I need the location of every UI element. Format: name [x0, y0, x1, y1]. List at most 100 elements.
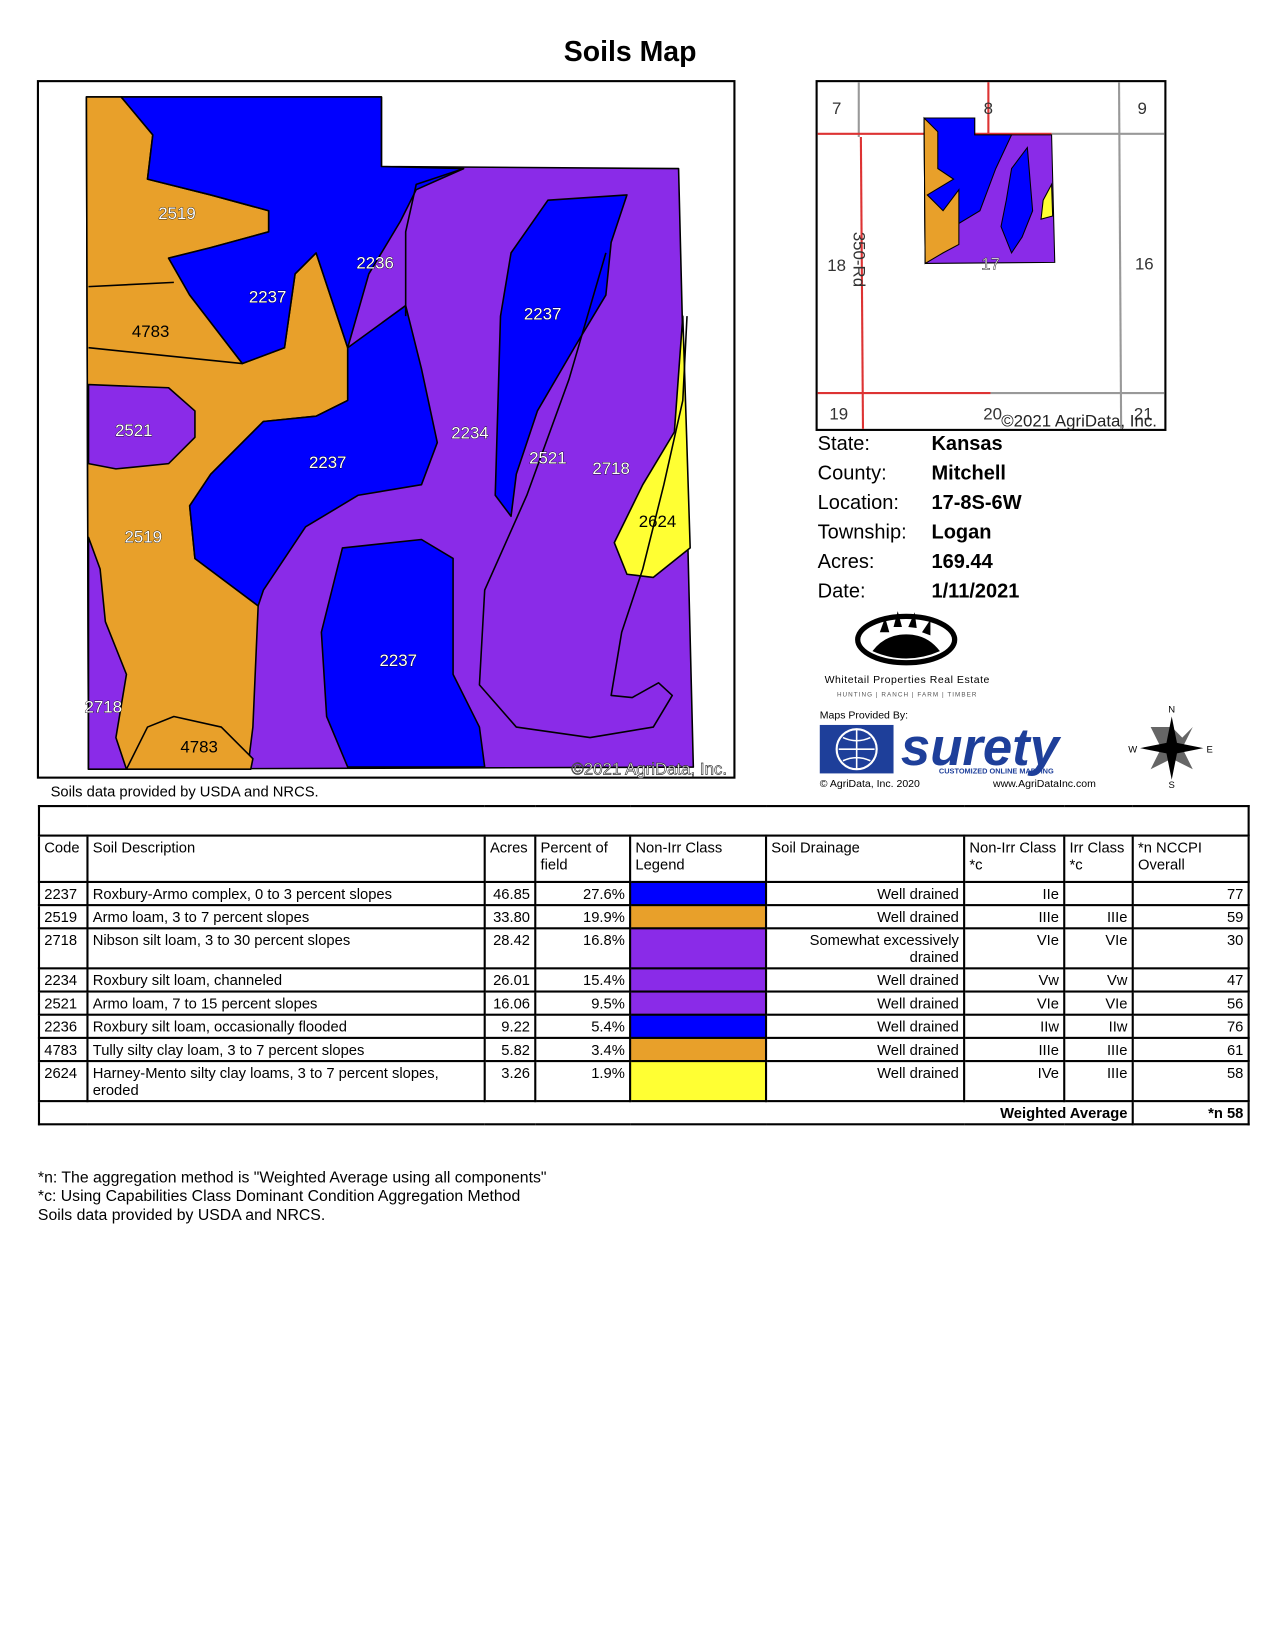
soil-boundary: [88, 281, 174, 288]
whitetail-logo: Whitetail Properties Real Estate HUNTING…: [825, 611, 989, 698]
table-cell: [37, 805, 1250, 837]
compass-s: S: [1169, 780, 1175, 791]
info-key: Date:: [817, 580, 866, 603]
compass-star: [1150, 727, 1193, 770]
page-title: Soils Map: [564, 36, 697, 68]
agri-copyright: © AgriData, Inc. 2020: [820, 778, 920, 790]
compass-n: N: [1168, 704, 1175, 715]
map-source: Soils data provided by USDA and NRCS.: [51, 785, 319, 801]
table-cell: Well drained: [764, 904, 966, 930]
map-label: 2521: [529, 449, 566, 468]
map-label: 4783: [132, 322, 169, 341]
section-label: 9: [1138, 99, 1147, 118]
section-label: 16: [1135, 255, 1154, 274]
table-cell: VIe: [1063, 927, 1134, 970]
header-cell: Percent of field: [534, 834, 632, 884]
header-cell: Non-Irr Class *c: [963, 834, 1066, 884]
footer-value: *n 58: [1131, 1100, 1250, 1126]
map-label: 2624: [639, 512, 676, 531]
map-label: 2519: [125, 528, 162, 547]
company-tagline: HUNTING | RANCH | FARM | TIMBER: [837, 691, 978, 698]
legend-swatch: [629, 1060, 768, 1103]
table-cell: 4783: [37, 1036, 89, 1063]
table-cell: 76: [1131, 1013, 1250, 1039]
table-cell: 9.5%: [534, 990, 632, 1016]
map-label: 4783: [180, 737, 217, 756]
map-graphics: Soils Map 2519 2236 2237 4783 2237 2521 …: [36, 36, 1213, 801]
info-key: State:: [817, 433, 870, 456]
table-row: 2234 Roxbury silt loam, channeled 26.01 15.…: [37, 967, 1250, 993]
section-label: 19: [829, 404, 848, 423]
table-cell: 47: [1131, 967, 1250, 993]
logo-paw: [872, 611, 940, 659]
table-cell: Roxbury silt loam, channeled: [86, 967, 486, 993]
table-cell: 2718: [37, 927, 89, 970]
header-cell: Non-Irr Class Legend: [629, 834, 768, 884]
legend-swatch: [629, 904, 768, 930]
table-cell: Vw: [963, 967, 1066, 993]
table-cell: IIe: [963, 880, 1066, 907]
inset-region: [1000, 146, 1034, 255]
table-cell: 26.01: [483, 967, 537, 993]
table-body: Code Soil Description Acres Percent of fiel…: [37, 805, 1250, 1126]
compass-w: W: [1128, 744, 1137, 755]
table-cell: IIIe: [963, 904, 1066, 930]
table-cell: 59: [1131, 904, 1250, 930]
legend-swatch: [629, 1036, 768, 1063]
table-cell: 2521: [37, 990, 89, 1016]
inset-region: [923, 116, 960, 265]
table-cell: Well drained: [764, 967, 966, 993]
table-cell: Roxbury-Armo complex, 0 to 3 percent slo…: [86, 880, 486, 907]
table-cell: IIIe: [1063, 1060, 1134, 1103]
soil-table: Code Soil Description Acres Percent of fiel…: [37, 805, 1250, 1126]
map-copyright: ©2021 AgriData, Inc.: [571, 759, 727, 778]
soil-region: [188, 304, 439, 607]
brand-name: surety: [901, 718, 1062, 777]
section-line: [1117, 82, 1123, 429]
table-cell: Well drained: [764, 1013, 966, 1039]
info-key: County:: [817, 462, 887, 485]
map-label: 2718: [85, 697, 122, 716]
compass-e: E: [1206, 744, 1212, 755]
info-key: Township:: [817, 521, 907, 544]
table-cell: Nibson silt loam, 3 to 30 percent slopes: [86, 927, 486, 970]
road-label: 350-Rd: [849, 232, 868, 287]
map-label: 2237: [309, 453, 346, 472]
table-header-row: Code Soil Description Acres Percent of fiel…: [37, 834, 1250, 884]
map-label: 2234: [451, 423, 488, 442]
footer-label: Weighted Average: [37, 1100, 1134, 1126]
surety-logo: Maps Provided By: surety CUSTOMIZED ONLI…: [819, 710, 1096, 790]
table-cell: Harney-Mento silty clay loams, 3 to 7 pe…: [86, 1060, 486, 1103]
soil-region: [87, 536, 128, 770]
info-value: Kansas: [931, 433, 1003, 456]
info-key: Acres:: [817, 551, 875, 574]
inset-parcel: [923, 116, 1056, 265]
legend-swatch: [629, 880, 768, 907]
table-cell: Well drained: [764, 1036, 966, 1063]
table-cell: 5.82: [483, 1036, 537, 1063]
legend-swatch: [629, 927, 768, 970]
map-label: 2718: [592, 459, 629, 478]
map-label: 2236: [356, 254, 393, 273]
header-cell: Irr Class *c: [1063, 834, 1134, 884]
table-row: 2718 Nibson silt loam, 3 to 30 percent sl…: [37, 927, 1250, 970]
info-value: Mitchell: [931, 462, 1007, 485]
legend-swatch: [629, 990, 768, 1016]
header-cell: *n NCCPI Overall: [1131, 834, 1250, 884]
section-label: 18: [827, 256, 846, 275]
table-cell: IIw: [963, 1013, 1066, 1039]
info-value: Logan: [931, 521, 992, 544]
table-cell: 33.80: [483, 904, 537, 930]
map-label: 2521: [115, 421, 152, 440]
table-cell: 19.9%: [534, 904, 632, 930]
footnote: *c: Using Capabilities Class Dominant Co…: [37, 1187, 521, 1206]
map-labels: 2519 2236 2237 4783 2237 2521 2234 2237 …: [84, 204, 727, 779]
road-line: [859, 136, 865, 429]
table-row: 2236 Roxbury silt loam, occasionally floo…: [37, 1013, 1250, 1039]
soil-boundary: [478, 252, 688, 739]
section-label: 8: [984, 99, 993, 118]
inset-labels: 7 8 9 18 16 19 20 21 17 350-Rd ©2021 Agr…: [827, 99, 1157, 431]
table-row: 2237 Roxbury-Armo complex, 0 to 3 percent…: [37, 880, 1250, 907]
table-cell: 2236: [37, 1013, 89, 1039]
